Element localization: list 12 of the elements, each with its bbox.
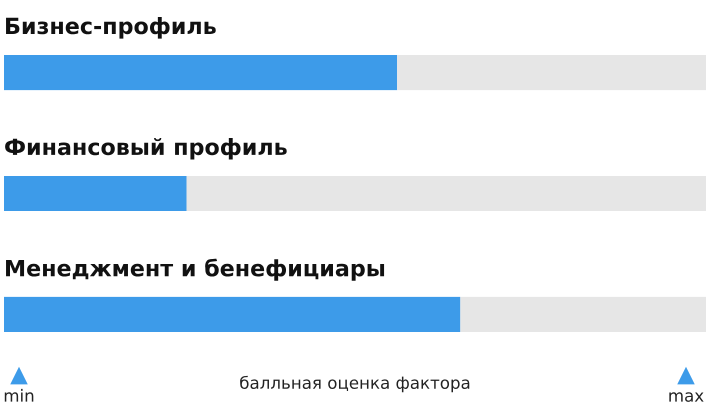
y-tick-label: Финансовый профиль [5,138,287,160]
y-tick-label: Менеджмент и бенефициары [6,258,384,281]
bar [186,176,706,212]
bar [460,296,706,332]
bar [4,176,187,212]
text: min [4,388,34,402]
bar [4,55,398,90]
y-tick-label: Бизнес-профиль [6,17,216,39]
x-axis-title: балльная оценка фактора [240,376,470,392]
text: max [669,392,704,402]
bar [397,55,706,90]
bar [4,296,460,332]
